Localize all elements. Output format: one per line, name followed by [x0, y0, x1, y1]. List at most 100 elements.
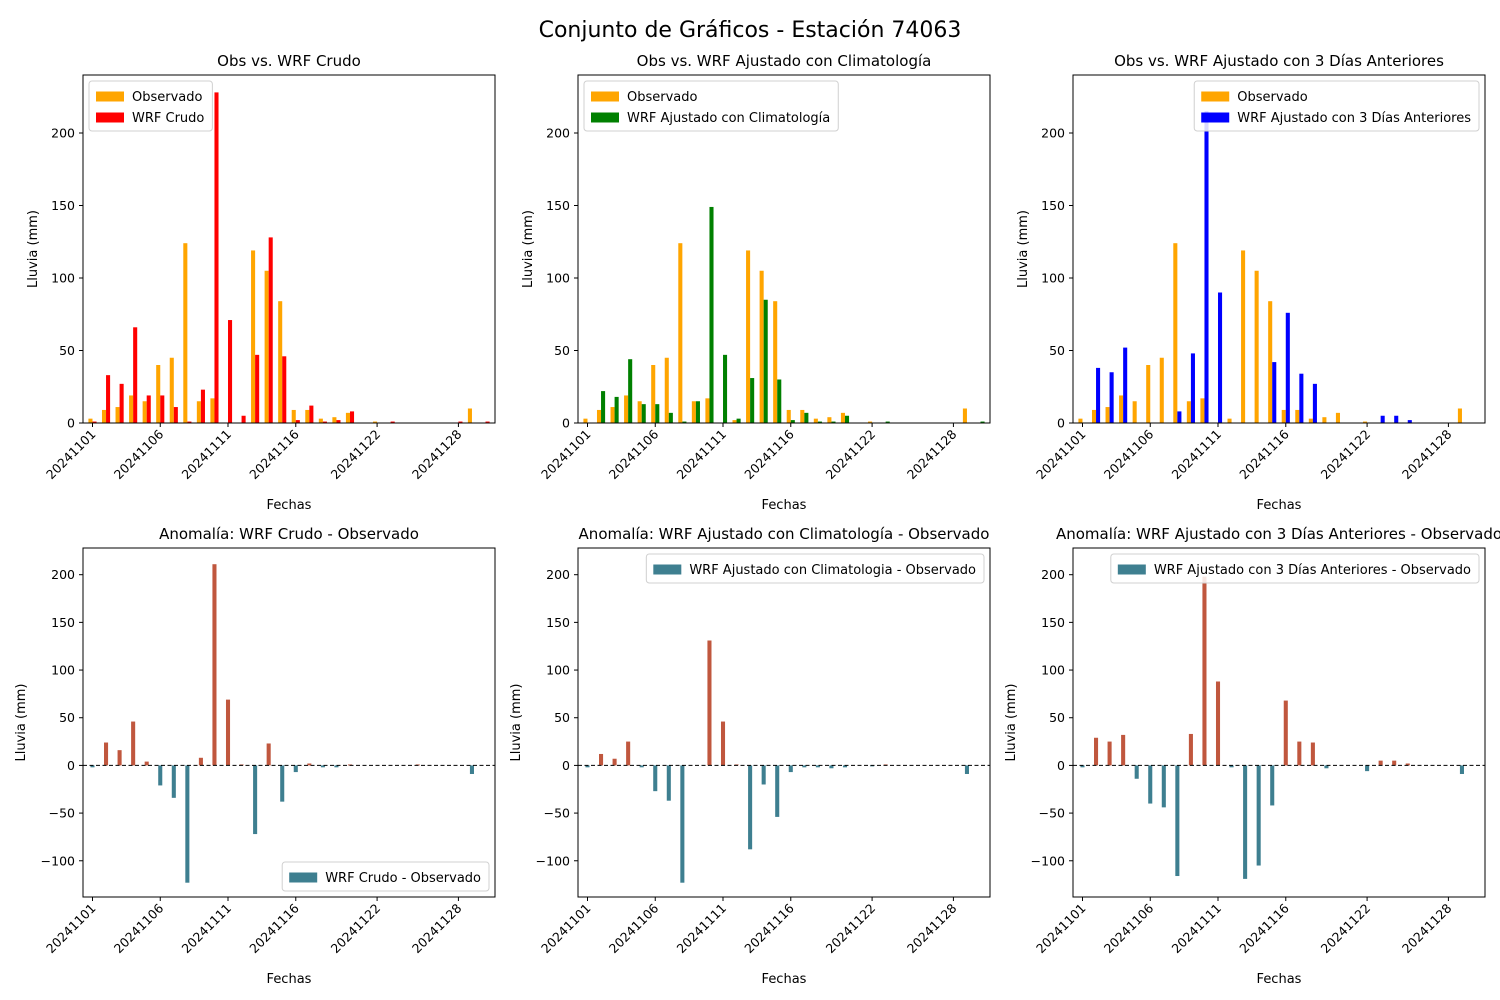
bar-20241103-s2	[614, 396, 619, 423]
bar-20241113-s1	[1241, 250, 1246, 423]
bar-20241103-s2	[1109, 372, 1114, 423]
y-tick-label: 200	[1041, 567, 1065, 582]
bar-20241111-s2	[228, 320, 233, 423]
anomaly-bar-20241102	[599, 753, 604, 766]
bar-20241107-s1	[1159, 357, 1164, 423]
x-tick-label: 20241128	[409, 426, 465, 482]
y-tick-label: 0	[1057, 416, 1065, 431]
bar-20241108-s2	[1177, 411, 1182, 423]
bar-20241116-s1	[291, 409, 296, 423]
legend-label: WRF Ajustado con 3 Días Anteriores	[1237, 111, 1471, 126]
axes-frame	[82, 74, 496, 424]
anomaly-bar-20241129	[1459, 765, 1464, 774]
chart-title: Anomalía: WRF Ajustado con Climatología …	[579, 525, 990, 543]
bar-20241115-s1	[773, 301, 778, 423]
bars	[88, 92, 490, 423]
chart-title: Anomalía: WRF Ajustado con 3 Días Anteri…	[1056, 525, 1500, 543]
x-axis-label: Fechas	[762, 498, 807, 513]
anomaly-bar-20241104	[626, 741, 631, 766]
bar-20241113-s2	[750, 378, 755, 423]
bar-20241113-s2	[255, 354, 260, 423]
anomaly-bar-20241107	[666, 765, 671, 801]
anomaly-bar-20241115	[1270, 765, 1275, 806]
chart-panel-2: Obs vs. WRF Ajustado con Climatología 0 50…	[521, 52, 991, 513]
x-tick-label: 20241128	[904, 900, 960, 956]
y-tick-label: 100	[51, 271, 75, 286]
chart-panel-6: Anomalía: WRF Ajustado con 3 Días Anteri…	[1004, 525, 1500, 987]
bar-20241117-s2	[309, 405, 314, 423]
bar-20241113-s1	[746, 250, 751, 423]
y-tick-label: 100	[546, 663, 570, 678]
legend-label: WRF Ajustado con Climatología	[627, 111, 830, 126]
bar-20241119-s1	[1322, 417, 1327, 423]
bar-20241117-s2	[804, 412, 809, 423]
legend-label: Observado	[627, 90, 698, 105]
x-tick-label: 20241111	[674, 427, 730, 483]
legend-swatch	[1201, 112, 1230, 123]
bar-20241123-s2	[1380, 415, 1385, 423]
legend: Observado WRF Crudo	[88, 80, 213, 132]
bar-20241105-s1	[637, 401, 642, 423]
bar-20241110-s2	[214, 92, 219, 423]
bar-20241101-s1	[583, 418, 588, 423]
x-tick-label: 20241122	[1318, 427, 1374, 483]
anomaly-bar-20241105	[144, 761, 149, 766]
legend-swatch	[653, 564, 682, 575]
y-tick-label: 100	[1041, 271, 1065, 286]
x-tick-label: 20241128	[1399, 900, 1455, 956]
x-tick-label: 20241101	[538, 427, 594, 483]
bar-20241110-s1	[705, 398, 710, 423]
x-axis-label: Fechas	[1257, 972, 1302, 987]
anomaly-bar-20241108	[1175, 765, 1180, 877]
x-tick-label: 20241116	[246, 426, 302, 482]
bar-20241114-s2	[763, 299, 768, 423]
x-tick-label: 20241122	[823, 901, 879, 957]
bar-20241104-s2	[1123, 347, 1128, 423]
x-tick-label: 20241101	[538, 901, 594, 957]
anomaly-bar-20241109	[198, 757, 203, 766]
bar-20241118-s2	[1312, 383, 1317, 423]
legend: WRF Ajustado con Climatologia - Observad…	[645, 553, 985, 584]
anomaly-bar-20241113	[1243, 765, 1248, 879]
y-tick-label: 50	[1049, 343, 1065, 358]
anomaly-bar-20241101	[585, 765, 590, 768]
legend: WRF Crudo - Observado	[281, 861, 490, 892]
bar-20241104-s1	[129, 395, 134, 423]
anomaly-bar-20241116	[293, 765, 298, 773]
bar-20241104-s2	[133, 327, 138, 423]
legend-box	[645, 553, 985, 584]
y-tick-label: 200	[51, 567, 75, 582]
bar-20241111-s2	[1218, 292, 1223, 423]
y-tick-label: 150	[546, 198, 570, 213]
bar-20241115-s2	[1272, 362, 1277, 423]
x-tick-label: 20241116	[741, 900, 797, 956]
anomaly-bar-20241104	[131, 721, 136, 766]
bar-20241118-s2	[322, 421, 327, 423]
bar-20241117-s1	[1295, 409, 1300, 423]
x-tick-label: 20241106	[1101, 900, 1157, 956]
y-tick-label: 100	[546, 271, 570, 286]
y-tick-label: −50	[1039, 806, 1065, 821]
bar-20241109-s2	[695, 401, 700, 423]
bar-20241114-s1	[264, 270, 269, 423]
x-tick-label: 20241111	[674, 901, 730, 957]
y-tick-label: 50	[1049, 710, 1065, 725]
bar-20241117-s1	[800, 409, 805, 423]
bar-20241103-s2	[119, 383, 124, 423]
x-tick-label: 20241116	[1236, 900, 1292, 956]
bar-20241117-s1	[305, 409, 310, 423]
anomaly-bar-20241106	[653, 765, 658, 792]
anomaly-bar-20241102	[104, 742, 109, 766]
bar-20241105-s2	[146, 395, 151, 423]
legend: Observado WRF Ajustado con 3 Días Anterio…	[1193, 80, 1480, 132]
legend-label: WRF Ajustado con 3 Días Anteriores - Obs…	[1154, 563, 1471, 578]
bar-20241101-s1	[88, 418, 93, 423]
anomaly-bar-20241110	[212, 564, 217, 766]
y-tick-label: 0	[562, 416, 570, 431]
bar-20241118-s1	[1308, 418, 1313, 423]
bar-20241115-s1	[1268, 301, 1273, 423]
bar-20241101-s2	[92, 421, 97, 423]
axes-frame	[1072, 547, 1486, 898]
x-tick-label: 20241122	[328, 901, 384, 957]
x-tick-label: 20241111	[179, 427, 235, 483]
